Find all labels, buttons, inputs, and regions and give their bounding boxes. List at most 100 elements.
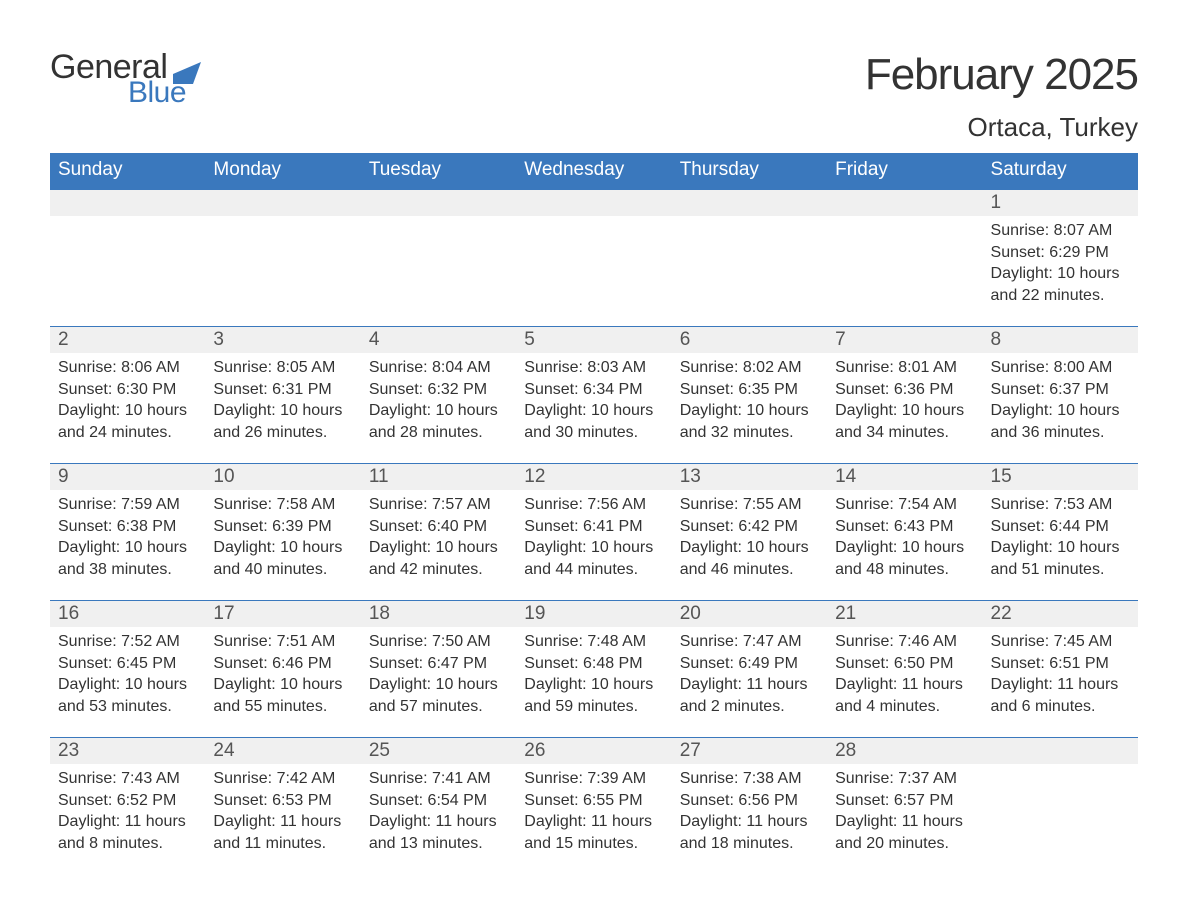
sunrise-text: Sunrise: 8:03 AM [524,357,661,379]
sunset-text: Sunset: 6:41 PM [524,516,661,538]
sunrise-text: Sunrise: 7:43 AM [58,768,195,790]
sunrise-text: Sunrise: 7:58 AM [213,494,350,516]
day-number: 26 [516,738,671,764]
sunset-text: Sunset: 6:42 PM [680,516,817,538]
month-title: February 2025 [865,50,1138,100]
day-cell: Sunrise: 7:54 AMSunset: 6:43 PMDaylight:… [827,490,982,584]
sunrise-text: Sunrise: 8:06 AM [58,357,195,379]
daylight-text: Daylight: 10 hours and 59 minutes. [524,674,661,717]
sunset-text: Sunset: 6:54 PM [369,790,506,812]
location-label: Ortaca, Turkey [865,112,1138,143]
day-number: 2 [50,327,205,353]
day-number: 4 [361,327,516,353]
day-cell [516,216,671,310]
sunrise-text: Sunrise: 7:57 AM [369,494,506,516]
day-number [983,738,1138,764]
daylight-text: Daylight: 11 hours and 4 minutes. [835,674,972,717]
day-cell: Sunrise: 7:58 AMSunset: 6:39 PMDaylight:… [205,490,360,584]
day-cell: Sunrise: 7:52 AMSunset: 6:45 PMDaylight:… [50,627,205,721]
daylight-text: Daylight: 10 hours and 57 minutes. [369,674,506,717]
day-cell [827,216,982,310]
day-cell: Sunrise: 7:46 AMSunset: 6:50 PMDaylight:… [827,627,982,721]
sunset-text: Sunset: 6:53 PM [213,790,350,812]
week-content-strip: Sunrise: 8:06 AMSunset: 6:30 PMDaylight:… [50,353,1138,463]
day-cell: Sunrise: 7:57 AMSunset: 6:40 PMDaylight:… [361,490,516,584]
daylight-text: Daylight: 10 hours and 36 minutes. [991,400,1128,443]
day-number: 3 [205,327,360,353]
day-number: 19 [516,601,671,627]
week-day-number-strip: 232425262728 [50,738,1138,764]
sunrise-text: Sunrise: 7:55 AM [680,494,817,516]
sunset-text: Sunset: 6:35 PM [680,379,817,401]
day-cell [983,764,1138,858]
weekday-header-cell: Tuesday [361,153,516,189]
calendar-week: 16171819202122Sunrise: 7:52 AMSunset: 6:… [50,600,1138,737]
day-cell: Sunrise: 7:53 AMSunset: 6:44 PMDaylight:… [983,490,1138,584]
sunset-text: Sunset: 6:31 PM [213,379,350,401]
day-number: 11 [361,464,516,490]
header: General Blue February 2025 Ortaca, Turke… [50,50,1138,143]
week-content-strip: Sunrise: 7:43 AMSunset: 6:52 PMDaylight:… [50,764,1138,874]
sunset-text: Sunset: 6:40 PM [369,516,506,538]
day-number [361,190,516,216]
logo: General Blue [50,50,205,108]
daylight-text: Daylight: 11 hours and 13 minutes. [369,811,506,854]
day-number: 1 [983,190,1138,216]
calendar-week: 1Sunrise: 8:07 AMSunset: 6:29 PMDaylight… [50,189,1138,326]
sunrise-text: Sunrise: 7:42 AM [213,768,350,790]
weekday-header-cell: Sunday [50,153,205,189]
weekday-header-cell: Friday [827,153,982,189]
sunrise-text: Sunrise: 7:54 AM [835,494,972,516]
daylight-text: Daylight: 11 hours and 15 minutes. [524,811,661,854]
day-number: 27 [672,738,827,764]
day-cell: Sunrise: 7:45 AMSunset: 6:51 PMDaylight:… [983,627,1138,721]
logo-text-blue: Blue [128,78,205,108]
calendar: SundayMondayTuesdayWednesdayThursdayFrid… [50,153,1138,874]
sunset-text: Sunset: 6:34 PM [524,379,661,401]
sunset-text: Sunset: 6:36 PM [835,379,972,401]
sunrise-text: Sunrise: 7:46 AM [835,631,972,653]
sunset-text: Sunset: 6:46 PM [213,653,350,675]
sunrise-text: Sunrise: 7:47 AM [680,631,817,653]
daylight-text: Daylight: 11 hours and 6 minutes. [991,674,1128,717]
day-cell: Sunrise: 8:00 AMSunset: 6:37 PMDaylight:… [983,353,1138,447]
day-number: 24 [205,738,360,764]
sunset-text: Sunset: 6:55 PM [524,790,661,812]
weekday-header-cell: Thursday [672,153,827,189]
day-number [672,190,827,216]
daylight-text: Daylight: 10 hours and 51 minutes. [991,537,1128,580]
sunset-text: Sunset: 6:50 PM [835,653,972,675]
sunrise-text: Sunrise: 7:53 AM [991,494,1128,516]
weekday-header-cell: Saturday [983,153,1138,189]
sunrise-text: Sunrise: 7:39 AM [524,768,661,790]
day-cell: Sunrise: 8:05 AMSunset: 6:31 PMDaylight:… [205,353,360,447]
daylight-text: Daylight: 10 hours and 40 minutes. [213,537,350,580]
sunrise-text: Sunrise: 8:02 AM [680,357,817,379]
day-number: 12 [516,464,671,490]
day-number [50,190,205,216]
sunrise-text: Sunrise: 7:38 AM [680,768,817,790]
day-number: 15 [983,464,1138,490]
calendar-week: 9101112131415Sunrise: 7:59 AMSunset: 6:3… [50,463,1138,600]
daylight-text: Daylight: 10 hours and 55 minutes. [213,674,350,717]
sunrise-text: Sunrise: 7:48 AM [524,631,661,653]
day-number: 10 [205,464,360,490]
sunset-text: Sunset: 6:29 PM [991,242,1128,264]
sunrise-text: Sunrise: 7:45 AM [991,631,1128,653]
day-cell [50,216,205,310]
daylight-text: Daylight: 10 hours and 26 minutes. [213,400,350,443]
daylight-text: Daylight: 11 hours and 8 minutes. [58,811,195,854]
daylight-text: Daylight: 10 hours and 42 minutes. [369,537,506,580]
sunrise-text: Sunrise: 8:05 AM [213,357,350,379]
daylight-text: Daylight: 11 hours and 18 minutes. [680,811,817,854]
day-cell: Sunrise: 7:56 AMSunset: 6:41 PMDaylight:… [516,490,671,584]
week-content-strip: Sunrise: 7:52 AMSunset: 6:45 PMDaylight:… [50,627,1138,737]
sunrise-text: Sunrise: 7:56 AM [524,494,661,516]
daylight-text: Daylight: 11 hours and 11 minutes. [213,811,350,854]
sunset-text: Sunset: 6:56 PM [680,790,817,812]
day-number: 6 [672,327,827,353]
sunrise-text: Sunrise: 7:41 AM [369,768,506,790]
day-number: 7 [827,327,982,353]
sunrise-text: Sunrise: 7:59 AM [58,494,195,516]
sunset-text: Sunset: 6:57 PM [835,790,972,812]
